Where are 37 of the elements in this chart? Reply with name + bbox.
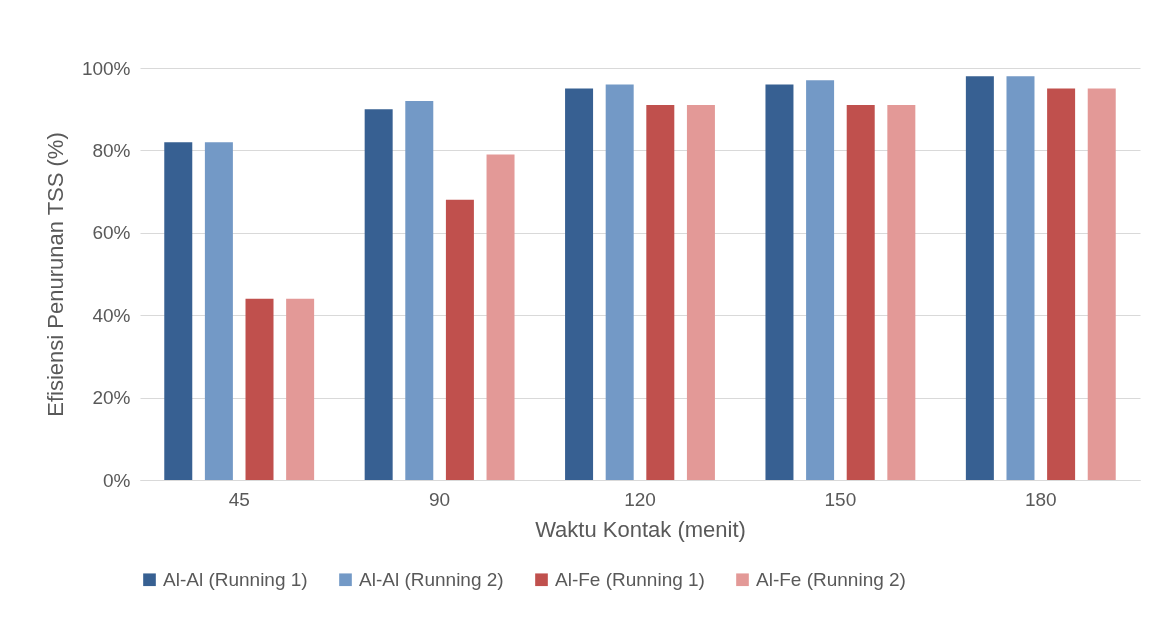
- bar: [765, 84, 794, 480]
- bar: [806, 80, 835, 480]
- bar: [204, 142, 233, 480]
- bar: [245, 298, 274, 480]
- y-tick-label: 80%: [92, 139, 131, 161]
- bar: [364, 109, 393, 480]
- bar: [445, 199, 474, 480]
- bar: [605, 84, 634, 480]
- y-axis-title: Efisiensi Penurunan TSS (%): [42, 132, 68, 417]
- bar: [965, 76, 994, 480]
- bar: [846, 105, 875, 480]
- legend-label: Al-Al (Running 1): [163, 568, 308, 590]
- bar: [286, 298, 315, 480]
- bar: [686, 105, 715, 480]
- x-tick-label: 90: [429, 488, 451, 510]
- x-tick-label: 150: [824, 488, 857, 510]
- legend-label: Al-Fe (Running 2): [756, 568, 906, 590]
- y-tick-label: 0%: [103, 469, 131, 491]
- bar: [1087, 88, 1116, 480]
- y-tick-label: 40%: [92, 304, 131, 326]
- bar: [486, 154, 515, 480]
- x-tick-label: 120: [624, 488, 656, 510]
- y-tick-label: 60%: [92, 222, 131, 244]
- x-tick-label: 45: [228, 488, 250, 510]
- bar: [565, 88, 594, 480]
- bar: [1006, 76, 1035, 480]
- bar: [164, 142, 193, 480]
- y-tick-label: 20%: [92, 387, 131, 409]
- y-tick-label: 100%: [81, 57, 131, 79]
- bar: [887, 105, 916, 480]
- x-tick-label: 180: [1024, 488, 1057, 510]
- legend-label: Al-Fe (Running 1): [555, 568, 705, 590]
- x-axis-title: Waktu Kontak (menit): [535, 516, 746, 542]
- bar: [405, 100, 434, 480]
- bar: [1047, 88, 1076, 480]
- legend-label: Al-Al (Running 2): [359, 568, 504, 590]
- bar: [646, 105, 675, 480]
